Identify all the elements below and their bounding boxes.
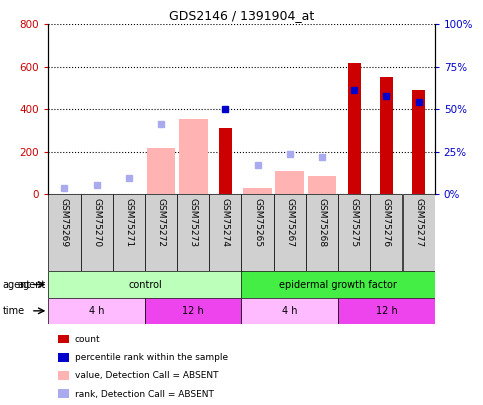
Bar [145, 194, 177, 271]
Bar [48, 194, 81, 271]
Title: GDS2146 / 1391904_at: GDS2146 / 1391904_at [169, 9, 314, 22]
Bar [275, 171, 304, 194]
Bar [402, 194, 435, 271]
Bar [146, 148, 175, 194]
Text: GSM75270: GSM75270 [92, 198, 101, 247]
Text: GSM75276: GSM75276 [382, 198, 391, 247]
Text: GSM75271: GSM75271 [124, 198, 133, 247]
Text: GSM75273: GSM75273 [189, 198, 198, 247]
Bar [242, 271, 435, 298]
Text: agent: agent [2, 279, 30, 290]
Bar [243, 188, 272, 194]
Text: GSM75277: GSM75277 [414, 198, 423, 247]
Text: GSM75272: GSM75272 [156, 198, 166, 247]
Bar [308, 176, 337, 194]
Text: GSM75268: GSM75268 [317, 198, 327, 247]
Bar [380, 77, 393, 194]
Text: value, Detection Call = ABSENT: value, Detection Call = ABSENT [75, 371, 218, 380]
Bar [177, 194, 209, 271]
Text: GSM75274: GSM75274 [221, 198, 230, 247]
Bar [338, 194, 370, 271]
Text: 4 h: 4 h [282, 306, 298, 316]
Text: rank, Detection Call = ABSENT: rank, Detection Call = ABSENT [75, 390, 214, 399]
Bar [219, 128, 232, 194]
Text: GSM75267: GSM75267 [285, 198, 294, 247]
Text: GSM75275: GSM75275 [350, 198, 359, 247]
Text: 4 h: 4 h [89, 306, 104, 316]
Bar [306, 194, 338, 271]
Bar [412, 90, 425, 194]
Bar [370, 194, 402, 271]
Text: epidermal growth factor: epidermal growth factor [279, 279, 397, 290]
Text: 12 h: 12 h [375, 306, 398, 316]
Bar [48, 271, 242, 298]
Bar [274, 194, 306, 271]
Text: agent: agent [18, 279, 46, 290]
Bar [348, 62, 361, 194]
Text: 12 h: 12 h [182, 306, 204, 316]
Text: GSM75265: GSM75265 [253, 198, 262, 247]
Text: GSM75269: GSM75269 [60, 198, 69, 247]
Bar [113, 194, 145, 271]
Bar [48, 298, 145, 324]
Bar [81, 194, 113, 271]
Text: time: time [2, 306, 25, 316]
Bar [179, 119, 208, 194]
Text: control: control [128, 279, 162, 290]
Bar [242, 194, 274, 271]
Text: count: count [75, 335, 100, 344]
Bar [242, 298, 338, 324]
Bar [209, 194, 242, 271]
Text: percentile rank within the sample: percentile rank within the sample [75, 353, 228, 362]
Bar [145, 298, 242, 324]
Bar [338, 298, 435, 324]
